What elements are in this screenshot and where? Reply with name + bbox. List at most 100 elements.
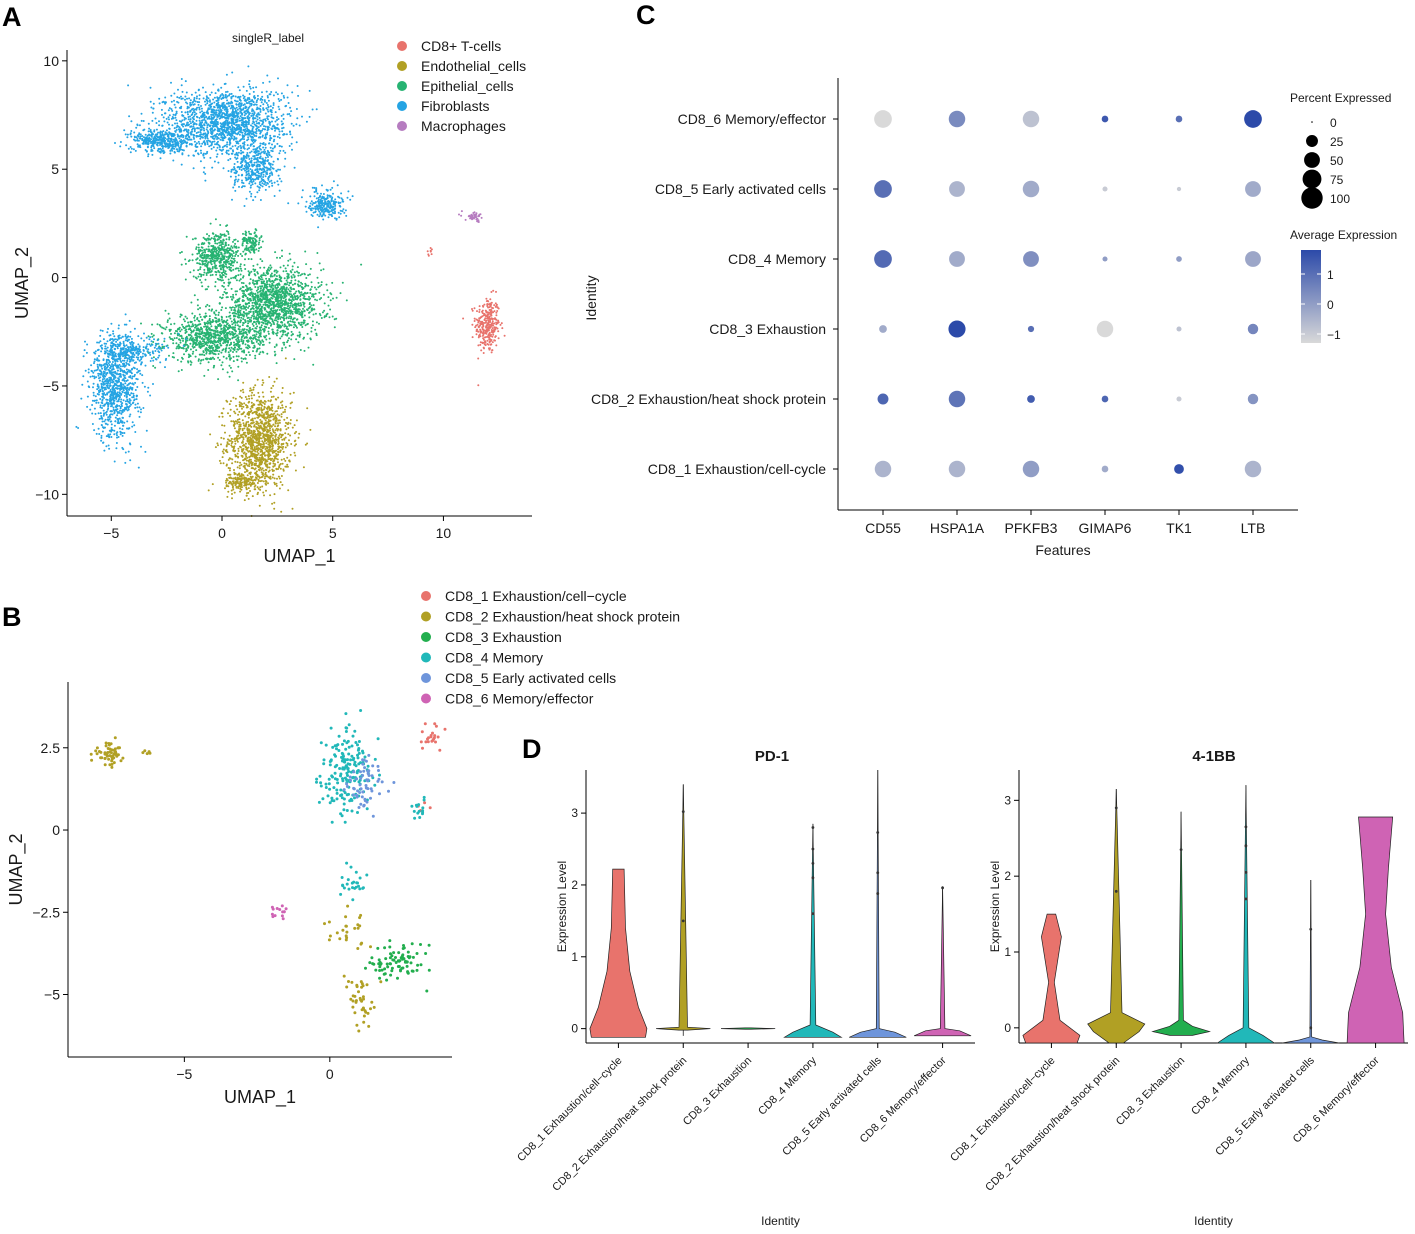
data-point xyxy=(482,337,485,340)
data-point xyxy=(275,457,278,460)
data-point xyxy=(263,318,266,321)
data-point xyxy=(263,494,265,497)
data-point xyxy=(194,355,197,358)
data-point xyxy=(127,84,130,87)
data-point xyxy=(229,306,232,309)
data-point xyxy=(238,421,241,424)
data-point xyxy=(293,444,296,447)
data-point xyxy=(300,291,303,294)
data-point xyxy=(482,325,485,328)
data-point xyxy=(296,266,299,269)
data-point xyxy=(225,337,228,340)
data-point xyxy=(209,259,212,262)
data-point xyxy=(243,236,246,239)
data-point xyxy=(213,240,216,243)
data-point xyxy=(209,340,212,342)
data-point xyxy=(229,400,232,403)
data-point xyxy=(241,342,244,345)
data-point xyxy=(288,299,291,302)
data-point xyxy=(481,334,484,337)
data-point xyxy=(238,427,241,430)
data-point xyxy=(255,410,258,413)
data-point xyxy=(278,434,281,437)
data-point xyxy=(221,415,224,418)
data-point xyxy=(269,436,272,439)
data-point xyxy=(244,252,247,255)
data-point xyxy=(207,489,210,492)
data-point xyxy=(198,313,201,316)
data-point xyxy=(259,488,262,491)
data-point xyxy=(257,459,260,462)
data-point xyxy=(258,247,261,250)
data-point xyxy=(242,340,245,343)
data-point xyxy=(253,334,256,337)
data-point xyxy=(227,337,229,340)
data-point xyxy=(278,274,281,277)
data-point xyxy=(290,110,293,113)
data-point xyxy=(243,114,246,117)
data-point xyxy=(210,357,213,360)
data-point xyxy=(231,486,234,489)
data-point xyxy=(209,320,212,323)
data-point xyxy=(305,292,307,295)
data-point xyxy=(214,234,217,237)
data-point xyxy=(250,477,253,480)
data-point xyxy=(287,433,290,436)
data-point xyxy=(150,332,153,335)
data-point xyxy=(191,312,194,315)
data-point xyxy=(317,281,320,284)
data-point xyxy=(284,408,286,411)
data-point xyxy=(481,315,484,318)
data-point xyxy=(212,332,215,335)
data-point xyxy=(263,452,266,455)
data-point xyxy=(207,337,210,340)
data-point xyxy=(318,312,321,315)
data-point xyxy=(236,422,239,425)
data-point xyxy=(299,274,302,277)
data-point xyxy=(265,310,268,313)
data-point xyxy=(282,149,285,152)
data-point xyxy=(246,447,249,450)
data-point xyxy=(223,281,226,284)
data-point xyxy=(269,494,272,497)
data-point xyxy=(222,437,225,440)
data-point xyxy=(199,307,201,309)
data-point xyxy=(209,433,212,436)
data-point xyxy=(320,281,323,284)
data-point xyxy=(278,302,281,305)
data-point xyxy=(296,334,299,337)
data-point xyxy=(259,110,262,113)
data-point xyxy=(286,333,289,335)
data-point xyxy=(247,65,250,68)
data-point xyxy=(249,407,252,410)
data-point xyxy=(259,287,262,290)
data-point xyxy=(257,286,260,289)
data-point xyxy=(500,322,503,325)
data-point xyxy=(273,274,276,277)
data-point xyxy=(198,344,201,347)
data-point xyxy=(240,477,243,480)
data-point xyxy=(253,411,256,414)
data-point xyxy=(254,433,257,435)
data-point xyxy=(237,365,240,368)
data-point xyxy=(236,479,238,481)
data-point xyxy=(236,466,239,469)
data-point xyxy=(477,320,480,323)
data-point xyxy=(267,399,270,402)
data-point xyxy=(302,322,305,325)
data-point xyxy=(187,321,190,324)
data-point xyxy=(218,255,221,258)
data-point xyxy=(277,453,280,456)
data-point xyxy=(486,330,489,333)
data-point xyxy=(288,290,291,292)
data-point xyxy=(222,268,225,271)
data-point xyxy=(215,273,218,276)
data-point xyxy=(267,110,270,113)
data-point xyxy=(232,268,235,271)
data-point xyxy=(236,461,239,464)
data-point xyxy=(270,425,273,428)
data-point xyxy=(289,392,292,395)
data-point xyxy=(190,330,193,333)
data-point xyxy=(267,304,270,307)
data-point xyxy=(228,364,231,367)
